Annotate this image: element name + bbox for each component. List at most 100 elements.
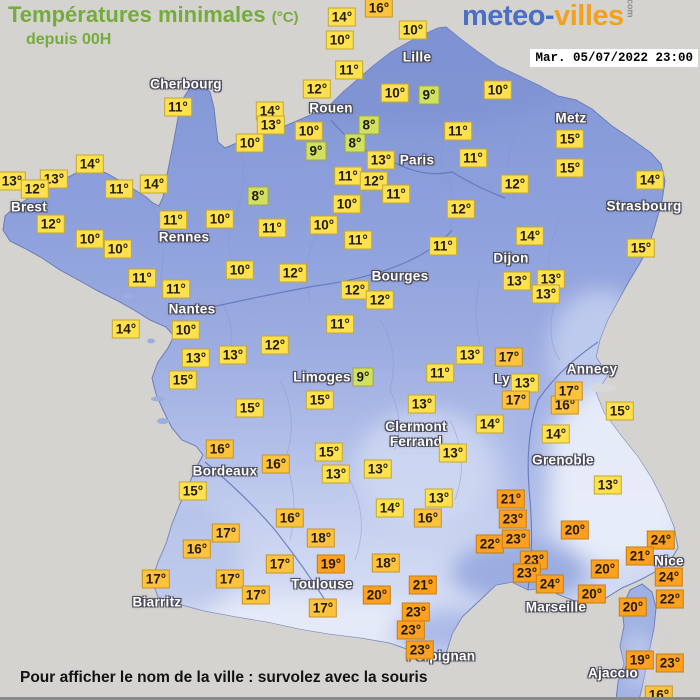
temp-label[interactable]: 11° [335,60,363,80]
temp-label[interactable]: 11° [382,184,410,204]
temp-label[interactable]: 13° [502,271,532,291]
temp-label[interactable]: 14° [635,170,665,190]
temp-label[interactable]: 24° [646,530,676,550]
temp-label[interactable]: 20° [618,597,648,617]
temp-label[interactable]: 17° [494,347,524,367]
temp-label[interactable]: 16° [644,685,674,700]
temp-label[interactable]: 14° [475,414,505,434]
temp-label[interactable]: 11° [105,179,133,199]
temp-label[interactable]: 14° [327,7,357,27]
temp-label[interactable]: 12° [20,179,50,199]
temp-label[interactable]: 10° [205,209,235,229]
temp-label[interactable]: 12° [278,263,308,283]
temp-label[interactable]: 12° [446,199,476,219]
temp-label[interactable]: 16° [413,508,443,528]
temp-label[interactable]: 15° [626,238,656,258]
temp-label[interactable]: 10° [325,30,355,50]
temp-label[interactable]: 15° [605,401,635,421]
temp-label[interactable]: 17° [141,569,171,589]
temp-label[interactable]: 11° [444,121,472,141]
temp-label[interactable]: 20° [560,520,590,540]
temp-label[interactable]: 17° [215,569,245,589]
temp-label[interactable]: 14° [139,174,169,194]
temp-label[interactable]: 13° [181,348,211,368]
temp-label[interactable]: 11° [258,218,286,238]
temp-label[interactable]: 11° [334,166,362,186]
temp-label[interactable]: 13° [593,475,623,495]
temp-label[interactable]: 15° [235,398,265,418]
temp-label[interactable]: 13° [321,464,351,484]
temp-label[interactable]: 12° [302,79,332,99]
temp-label[interactable]: 15° [555,129,585,149]
temp-label[interactable]: 12° [260,335,290,355]
temp-label[interactable]: 10° [103,239,133,259]
temp-label[interactable]: 12° [365,290,395,310]
temp-label[interactable]: 13° [407,394,437,414]
temp-label[interactable]: 13° [438,443,468,463]
temp-label[interactable]: 12° [500,174,530,194]
temp-label[interactable]: 11° [459,148,487,168]
temp-label[interactable]: 23° [396,620,426,640]
temp-label[interactable]: 11° [162,279,190,299]
temp-label[interactable]: 14° [111,319,141,339]
temp-label[interactable]: 15° [168,370,198,390]
temp-label[interactable]: 13° [424,488,454,508]
temp-label[interactable]: 8° [247,186,269,206]
temp-label[interactable]: 15° [314,442,344,462]
temp-label[interactable]: 15° [305,390,335,410]
temp-label[interactable]: 13° [256,115,286,135]
temp-label[interactable]: 13° [0,171,27,191]
temp-label[interactable]: 18° [306,528,336,548]
temp-label[interactable]: 19° [625,650,655,670]
temp-label[interactable]: 20° [590,559,620,579]
temp-label[interactable]: 10° [332,194,362,214]
temp-label[interactable]: 11° [344,230,372,250]
temp-label[interactable]: 20° [362,585,392,605]
temp-label[interactable]: 18° [371,553,401,573]
temp-label[interactable]: 10° [225,260,255,280]
temp-label[interactable]: 23° [655,653,685,673]
temp-label[interactable]: 10° [235,133,265,153]
temp-label[interactable]: 17° [211,523,241,543]
temp-label[interactable]: 14° [515,226,545,246]
temp-label[interactable]: 23° [405,640,435,660]
temp-label[interactable]: 16° [275,508,305,528]
temp-label[interactable]: 9° [305,141,327,161]
temp-label[interactable]: 11° [164,97,192,117]
temp-label[interactable]: 11° [326,314,354,334]
temp-label[interactable]: 12° [340,280,370,300]
temp-label[interactable]: 10° [171,320,201,340]
temp-label[interactable]: 9° [418,85,440,105]
temp-label[interactable]: 21° [625,546,655,566]
temp-label[interactable]: 10° [75,229,105,249]
temp-label[interactable]: 12° [359,171,389,191]
temp-label[interactable]: 22° [655,589,685,609]
temp-label[interactable]: 14° [75,154,105,174]
temp-label[interactable]: 23° [498,509,528,529]
temp-label[interactable]: 11° [426,363,454,383]
temp-label[interactable]: 17° [554,381,584,401]
temp-label[interactable]: 11° [159,210,187,230]
temp-label[interactable]: 22° [475,534,505,554]
temp-label[interactable]: 24° [535,574,565,594]
temp-label[interactable]: 11° [429,236,457,256]
temp-label[interactable]: 16° [205,439,235,459]
temp-label[interactable]: 11° [128,268,156,288]
temp-label[interactable]: 13° [366,150,396,170]
site-logo[interactable]: meteo-villes .com [462,0,645,33]
temp-label[interactable]: 24° [654,567,684,587]
temp-label[interactable]: 12° [36,214,66,234]
temp-label[interactable]: 19° [316,554,346,574]
temp-label[interactable]: 21° [408,575,438,595]
temp-label[interactable]: 10° [309,215,339,235]
temp-label[interactable]: 9° [352,367,374,387]
temp-label[interactable]: 17° [241,585,271,605]
temp-label[interactable]: 10° [380,83,410,103]
temp-label[interactable]: 13° [218,345,248,365]
temp-label[interactable]: 8° [344,133,366,153]
temp-label[interactable]: 14° [541,424,571,444]
temp-label[interactable]: 17° [308,598,338,618]
temp-label[interactable]: 23° [501,529,531,549]
temp-label[interactable]: 10° [398,20,428,40]
temp-label[interactable]: 13° [363,459,393,479]
